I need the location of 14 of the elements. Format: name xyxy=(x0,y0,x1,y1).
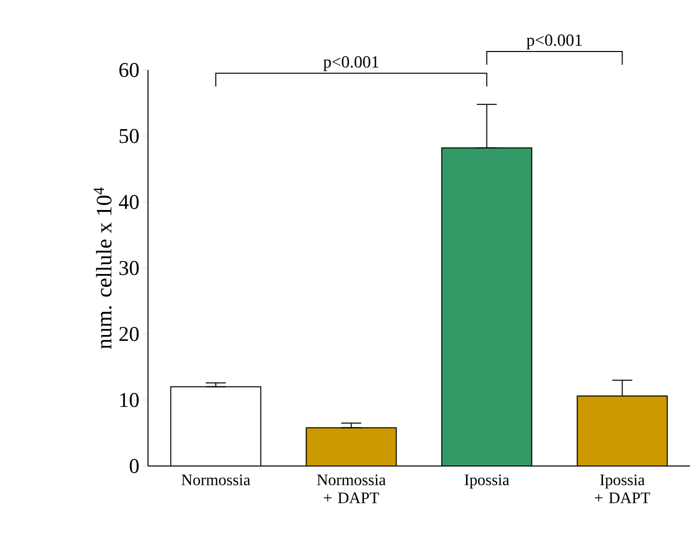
text: p<0.001 xyxy=(526,34,582,50)
y-axis-title: num. cellule x 10$^{4}$ xyxy=(94,187,112,349)
y-tick-label: 40 xyxy=(118,194,139,210)
x-tick-label: Normossia xyxy=(182,474,250,486)
y-tick-label: 30 xyxy=(119,260,139,276)
y-tick-label: 20 xyxy=(119,326,139,342)
y-tick-label: 10 xyxy=(120,392,139,408)
x-tick-label: Normossia + DAPT xyxy=(317,474,386,504)
y-tick-label: 60 xyxy=(119,62,139,78)
x-tick-label: Ipossia xyxy=(464,474,510,489)
x-tick-label: Ipossia + DAPT xyxy=(594,474,650,504)
annotation: p<0.001 xyxy=(323,56,378,72)
y-tick-label: 50 xyxy=(120,128,139,144)
y-tick-label: 0 xyxy=(130,458,139,474)
